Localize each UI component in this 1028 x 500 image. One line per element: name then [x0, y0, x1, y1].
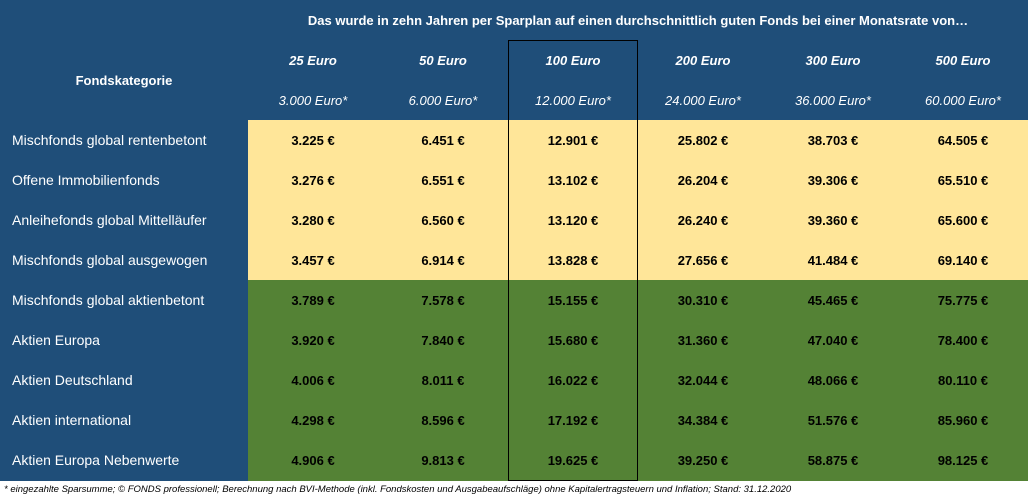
- table-title: Das wurde in zehn Jahren per Sparplan au…: [307, 12, 969, 28]
- fund-comparison-table: Das wurde in zehn Jahren per Sparplan au…: [0, 0, 1028, 481]
- table-cell: 13.828 €: [547, 252, 599, 268]
- table-cell: 4.006 €: [291, 372, 335, 388]
- table-cell: 64.505 €: [937, 132, 989, 148]
- table-cell: 12.901 €: [547, 132, 599, 148]
- table-cell: 17.192 €: [547, 412, 599, 428]
- rate-header-4: 300 Euro: [805, 52, 861, 68]
- table-cell: 31.360 €: [677, 332, 729, 348]
- row-label: Offene Immobilienfonds: [12, 172, 160, 188]
- table-cell: 25.802 €: [677, 132, 729, 148]
- table-cell: 13.102 €: [547, 172, 599, 188]
- row-label: Aktien Europa: [12, 332, 100, 348]
- table-cell: 7.578 €: [421, 292, 465, 308]
- row-label: Mischfonds global rentenbetont: [12, 132, 207, 148]
- table-cell: 30.310 €: [677, 292, 729, 308]
- row-label: Anleihefonds global Mittelläufer: [12, 212, 207, 228]
- table-cell: 75.775 €: [937, 292, 989, 308]
- table-cell: 65.510 €: [937, 172, 989, 188]
- table-cell: 65.600 €: [937, 212, 989, 228]
- table-cell: 3.225 €: [291, 132, 335, 148]
- table-cell: 39.306 €: [807, 172, 859, 188]
- table-cell: 9.813 €: [421, 452, 465, 468]
- table-cell: 16.022 €: [547, 372, 599, 388]
- sum-header-0: 3.000 Euro*: [278, 92, 348, 108]
- sum-header-1: 6.000 Euro*: [408, 92, 478, 108]
- sum-header-4: 36.000 Euro*: [795, 92, 871, 108]
- table-cell: 6.560 €: [421, 212, 465, 228]
- rate-header-5: 500 Euro: [935, 52, 991, 68]
- table-cell: 80.110 €: [938, 372, 988, 388]
- table-cell: 26.204 €: [677, 172, 729, 188]
- table-cell: 32.044 €: [677, 372, 729, 388]
- sum-header-3: 24.000 Euro*: [665, 92, 741, 108]
- table-cell: 3.457 €: [291, 252, 335, 268]
- table-cell: 39.250 €: [677, 452, 729, 468]
- table-cell: 8.011 €: [421, 372, 465, 388]
- rate-header-1: 50 Euro: [419, 52, 467, 68]
- rate-header-3: 200 Euro: [675, 52, 731, 68]
- row-label: Aktien Deutschland: [12, 372, 133, 388]
- table-cell: 4.906 €: [291, 452, 335, 468]
- table-cell: 3.276 €: [291, 172, 335, 188]
- table-cell: 26.240 €: [677, 212, 729, 228]
- table-cell: 8.596 €: [421, 412, 465, 428]
- table-cell: 34.384 €: [677, 412, 729, 428]
- table-cell: 3.789 €: [291, 292, 335, 308]
- table-cell: 13.120 €: [547, 212, 599, 228]
- row-label: Aktien international: [12, 412, 132, 428]
- green-band: [248, 280, 1028, 481]
- table-cell: 3.920 €: [291, 332, 335, 348]
- table-cell: 6.451 €: [421, 132, 465, 148]
- table-cell: 45.465 €: [807, 292, 859, 308]
- sum-header-2: 12.000 Euro*: [535, 92, 611, 108]
- yellow-band: [248, 120, 1028, 280]
- table-cell: 6.551 €: [421, 172, 465, 188]
- category-column-header: Fondskategorie: [75, 72, 173, 88]
- sum-header-5: 60.000 Euro*: [925, 92, 1001, 108]
- row-label: Mischfonds global ausgewogen: [12, 252, 208, 268]
- footnote: * eingezahlte Sparsumme; © FONDS profess…: [4, 484, 792, 495]
- table-cell: 4.298 €: [291, 412, 335, 428]
- table-cell: 58.875 €: [807, 452, 859, 468]
- table-cell: 39.360 €: [807, 212, 859, 228]
- table-cell: 3.280 €: [291, 212, 335, 228]
- table-cell: 15.680 €: [547, 332, 599, 348]
- table-cell: 47.040 €: [807, 332, 859, 348]
- table-cell: 98.125 €: [937, 452, 989, 468]
- table-cell: 69.140 €: [937, 252, 989, 268]
- row-label: Mischfonds global aktienbetont: [12, 292, 205, 308]
- table-cell: 19.625 €: [547, 452, 599, 468]
- table-cell: 85.960 €: [937, 412, 989, 428]
- table-cell: 38.703 €: [807, 132, 859, 148]
- table-cell: 51.576 €: [807, 412, 859, 428]
- table-cell: 7.840 €: [421, 332, 465, 348]
- table-cell: 78.400 €: [937, 332, 989, 348]
- row-label: Aktien Europa Nebenwerte: [12, 452, 180, 468]
- table-cell: 41.484 €: [807, 252, 859, 268]
- table-cell: 15.155 €: [547, 292, 599, 308]
- table-cell: 48.066 €: [807, 372, 859, 388]
- table-cell: 27.656 €: [677, 252, 729, 268]
- rate-header-0: 25 Euro: [289, 52, 337, 68]
- table-cell: 6.914 €: [421, 252, 465, 268]
- rate-header-2: 100 Euro: [545, 52, 601, 68]
